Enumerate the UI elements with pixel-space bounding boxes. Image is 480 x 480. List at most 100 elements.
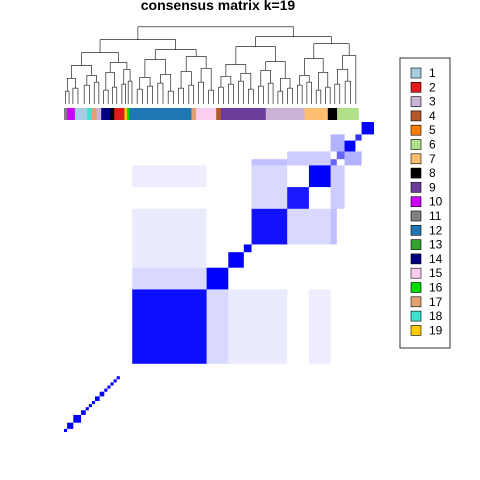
class-bar-segment: [114, 108, 125, 120]
class-bar-segment: [337, 108, 359, 120]
matrix-off-diagonal-block: [330, 134, 345, 152]
legend-label: 4: [429, 109, 436, 123]
matrix-diagonal-block: [67, 422, 74, 429]
class-bar-segment: [110, 108, 115, 120]
class-bar-segment: [220, 108, 267, 120]
legend-swatch: [410, 296, 422, 308]
matrix-diagonal-block: [308, 165, 331, 188]
legend-swatch: [410, 310, 422, 322]
legend-label: 16: [429, 281, 443, 295]
matrix-diagonal-block: [85, 407, 89, 411]
legend-swatch: [410, 67, 422, 79]
legend-label: 5: [429, 123, 436, 137]
legend-label: 19: [429, 323, 443, 337]
matrix-diagonal-block: [73, 414, 82, 423]
legend-swatch: [410, 124, 422, 136]
matrix-diagonal-block: [336, 151, 345, 160]
matrix-off-diagonal-block: [251, 159, 288, 166]
legend-swatch: [410, 210, 422, 222]
legend-label: 6: [429, 138, 436, 152]
class-annotation-bar: [64, 108, 359, 120]
legend-swatch: [410, 325, 422, 336]
legend-swatch: [410, 225, 422, 236]
matrix-diagonal-block: [361, 122, 374, 135]
class-bar-segment: [216, 108, 222, 120]
legend-label: 17: [429, 295, 443, 309]
legend-label: 12: [429, 223, 443, 237]
matrix-diagonal-block: [64, 428, 68, 432]
legend-swatch: [410, 182, 422, 193]
class-bar-segment: [67, 108, 76, 120]
matrix-off-diagonal-block: [287, 208, 331, 245]
legend-label: 14: [429, 252, 443, 266]
matrix-off-diagonal-block: [251, 165, 288, 209]
matrix-diagonal-block: [287, 187, 309, 209]
matrix-diagonal-block: [206, 267, 229, 290]
matrix-diagonal-block: [243, 244, 252, 253]
consensus-matrix: [64, 122, 374, 432]
legend-swatch: [410, 96, 422, 107]
chart-title: consensus matrix k=19: [141, 0, 296, 13]
matrix-diagonal-block: [330, 159, 337, 166]
matrix-diagonal-block: [107, 385, 111, 389]
matrix-off-diagonal-block: [287, 151, 331, 166]
matrix-diagonal-block: [228, 252, 244, 268]
legend-swatch: [410, 267, 422, 279]
class-bar-segment: [327, 108, 338, 120]
matrix-off-diagonal-block: [132, 208, 207, 268]
legend-label: 15: [429, 266, 443, 280]
matrix-diagonal-block: [91, 401, 95, 405]
matrix-off-diagonal-block: [132, 267, 207, 290]
legend-swatch: [410, 153, 422, 165]
legend-box: [399, 57, 451, 349]
matrix-off-diagonal-block: [330, 208, 337, 245]
legend-label: 7: [429, 152, 436, 166]
matrix-diagonal-block: [88, 404, 92, 408]
matrix-diagonal-block: [113, 379, 117, 383]
class-bar-segment: [191, 108, 197, 120]
class-bar-segment: [129, 108, 192, 120]
matrix-off-diagonal-block: [206, 289, 229, 364]
class-bar-segment: [265, 108, 305, 120]
matrix-diagonal-block: [81, 410, 86, 415]
class-bar-segment: [101, 108, 111, 120]
class-bar-segment: [74, 108, 88, 120]
matrix-off-diagonal-block: [228, 289, 288, 364]
legend-label: 10: [429, 195, 443, 209]
matrix-off-diagonal-block: [308, 289, 331, 364]
legend-label: 2: [429, 80, 436, 94]
matrix-off-diagonal-block: [132, 165, 207, 188]
legend-label: 18: [429, 309, 443, 323]
legend-label: 9: [429, 180, 436, 194]
matrix-diagonal-block: [99, 391, 105, 397]
legend-swatch: [410, 82, 422, 93]
legend-swatch: [410, 282, 422, 293]
dendrogram: [65, 26, 357, 104]
matrix-off-diagonal-block: [330, 165, 345, 209]
matrix-diagonal-block: [104, 388, 108, 392]
matrix-diagonal-block: [116, 376, 120, 380]
legend-swatch: [410, 239, 422, 250]
matrix-off-diagonal-block: [344, 151, 362, 166]
class-bar-segment: [87, 108, 93, 120]
legend-swatch: [410, 196, 422, 207]
matrix-diagonal-block: [251, 208, 288, 245]
matrix-diagonal-block: [132, 289, 207, 364]
legend-label: 8: [429, 166, 436, 180]
class-bar-segment: [91, 108, 97, 120]
legend-swatch: [410, 110, 422, 122]
class-bar-segment: [64, 108, 68, 120]
legend-label: 1: [429, 66, 436, 80]
legend-swatch: [410, 139, 422, 150]
class-bar-segment: [304, 108, 329, 120]
class-bar-segment: [196, 108, 217, 120]
matrix-diagonal-block: [95, 396, 100, 401]
class-bar-segment: [124, 108, 128, 120]
class-bar-segment: [96, 108, 102, 120]
legend-label: 3: [429, 95, 436, 109]
matrix-diagonal-block: [110, 382, 114, 386]
legend-swatch: [410, 253, 422, 265]
class-bar-segment: [126, 108, 130, 120]
